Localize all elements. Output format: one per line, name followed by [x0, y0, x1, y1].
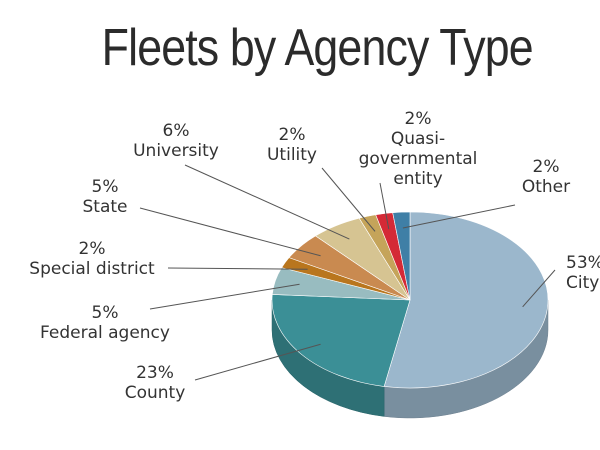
leader-line-quasi-governmental-entity: [379, 182, 390, 230]
data-label-county-percent: 23%: [136, 363, 174, 383]
data-label-federal-agency-name: Federal agency: [40, 323, 170, 343]
data-label-other-name: Other: [522, 177, 570, 197]
data-label-special-district-name: Special district: [29, 259, 155, 279]
leader-line-federal-agency: [149, 283, 300, 310]
leader-line-utility: [321, 167, 376, 232]
chart-title: Fleets by Agency Type: [101, 19, 534, 77]
data-label-quasi-governmental-entity-name-2: governmental: [359, 149, 478, 169]
data-label-city-percent: 53%: [566, 253, 600, 273]
data-label-other-percent: 2%: [533, 157, 560, 177]
data-label-county-name: County: [125, 383, 186, 403]
leader-line-special-district: [167, 267, 308, 270]
leader-line-county: [194, 343, 321, 381]
pie-slice-county: [271, 294, 411, 387]
data-label-utility-name: Utility: [267, 145, 317, 165]
data-label-federal-agency-percent: 5%: [92, 303, 119, 323]
data-label-quasi-governmental-entity-percent: 2%: [405, 109, 432, 129]
pie-top-group: [271, 211, 549, 389]
leader-line-university: [184, 164, 350, 240]
data-label-quasi-governmental-entity-name-1: Quasi-: [391, 129, 445, 149]
data-label-quasi-governmental-entity-name-3: entity: [393, 169, 442, 189]
leader-line-other: [402, 204, 516, 229]
pie-slice-city: [383, 211, 549, 389]
data-label-city-name: City: [566, 273, 599, 293]
data-label-special-district-percent: 2%: [79, 239, 106, 259]
leader-line-state: [139, 207, 321, 257]
leader-line-city: [522, 269, 556, 308]
data-label-university-name: University: [133, 141, 219, 161]
data-label-utility-percent: 2%: [279, 125, 306, 145]
data-label-university-percent: 6%: [163, 121, 190, 141]
data-label-state-name: State: [83, 197, 128, 217]
data-label-state-percent: 5%: [92, 177, 119, 197]
pie-slice-other: [392, 211, 411, 301]
